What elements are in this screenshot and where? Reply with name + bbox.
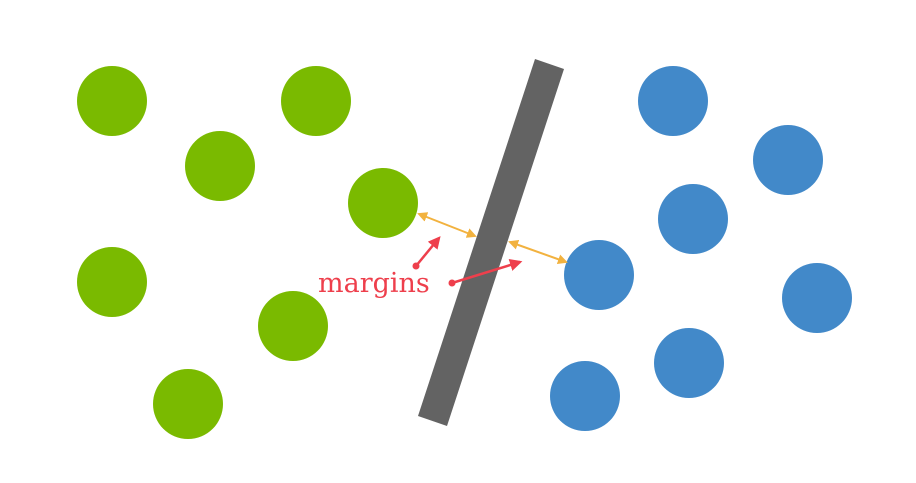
annotation-pointers	[412, 236, 523, 287]
class-b-point	[782, 263, 852, 333]
class-b-point	[753, 125, 823, 195]
pointer-arrow-left	[415, 236, 441, 267]
class-a-point	[348, 168, 418, 238]
class-b-point	[550, 361, 620, 431]
class-a-point	[153, 369, 223, 439]
margin-arrow-left	[417, 212, 477, 238]
separating-hyperplane	[418, 59, 564, 426]
pointer-arrow-right	[451, 258, 523, 285]
margin-arrow-right	[508, 239, 568, 265]
class-b-point	[658, 184, 728, 254]
class-b-point	[654, 328, 724, 398]
class-b-points	[550, 66, 852, 431]
margins-label: margins	[318, 268, 430, 299]
class-b-point	[564, 240, 634, 310]
class-a-points	[77, 66, 418, 439]
class-a-point	[77, 247, 147, 317]
class-a-point	[77, 66, 147, 136]
class-b-point	[638, 66, 708, 136]
class-a-point	[185, 131, 255, 201]
class-a-point	[258, 291, 328, 361]
class-a-point	[281, 66, 351, 136]
